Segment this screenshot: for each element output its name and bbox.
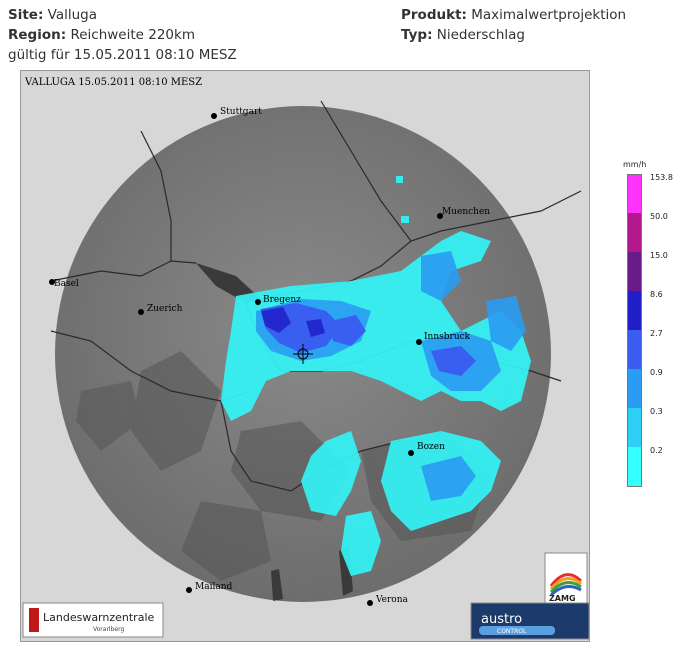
city-label-zuerich: Zuerich	[147, 304, 183, 314]
city-label-verona: Verona	[375, 595, 409, 605]
radar-map-svg: Stuttgart Muenchen Basel Bregenz Zuerich…	[21, 71, 589, 641]
radar-location-icon	[293, 344, 313, 364]
lwz-crest-icon	[29, 608, 39, 632]
city-labels: Stuttgart Muenchen Basel Bregenz Zuerich…	[54, 107, 490, 605]
legend-label: 0.3	[650, 407, 663, 416]
control-text: CONTROL	[497, 628, 527, 635]
legend-swatch	[627, 408, 642, 447]
legend-label: 15.0	[650, 251, 668, 260]
legend-label: 2.7	[650, 329, 663, 338]
city-dot-stuttgart	[211, 113, 217, 119]
city-dot-verona	[367, 600, 373, 606]
precipitation-darkblue	[261, 307, 325, 337]
austro-text: austro	[481, 612, 522, 627]
city-label-stuttgart: Stuttgart	[220, 107, 262, 117]
city-dot-bregenz	[255, 299, 261, 305]
site-label: Site:	[8, 7, 44, 23]
city-label-basel: Basel	[54, 279, 79, 289]
site-value: Valluga	[47, 7, 98, 23]
city-dot-basel	[49, 279, 55, 285]
radar-map: Stuttgart Muenchen Basel Bregenz Zuerich…	[20, 70, 590, 642]
city-label-innsbruck: Innsbruck	[424, 332, 471, 342]
region-value: Reichweite 220km	[70, 27, 195, 43]
zamg-text: ZAMG	[549, 594, 576, 603]
header-right: Produkt: Maximalwertprojektion Typ: Nied…	[401, 5, 626, 45]
city-dot-mailand	[186, 587, 192, 593]
city-dots	[49, 113, 443, 606]
city-label-bozen: Bozen	[417, 442, 445, 452]
city-dot-muenchen	[437, 213, 443, 219]
valid-time: gültig für 15.05.2011 08:10 MESZ	[8, 47, 237, 63]
city-label-bregenz: Bregenz	[263, 295, 301, 305]
legend-label: 153.8	[650, 173, 673, 182]
header-left: Site: Valluga Region: Reichweite 220km g…	[8, 5, 237, 65]
type-label: Typ:	[401, 27, 433, 43]
map-timestamp: VALLUGA 15.05.2011 08:10 MESZ	[24, 77, 202, 88]
legend-swatch	[627, 174, 642, 214]
legend-swatch	[627, 369, 642, 408]
legend-swatch	[627, 213, 642, 252]
lwz-sub: Vorarlberg	[93, 626, 124, 633]
austro-control-logo: austro CONTROL	[470, 602, 589, 640]
legend-swatch	[627, 447, 642, 487]
city-label-mailand: Mailand	[195, 582, 233, 592]
legend-swatch	[627, 252, 642, 291]
lwz-logo: Landeswarnzentrale Vorarlberg	[22, 602, 164, 638]
product-label: Produkt:	[401, 7, 467, 23]
city-dot-innsbruck	[416, 339, 422, 345]
zamg-logo: ZAMG	[544, 552, 588, 604]
precipitation-legend: mm/h 153.8 50.0 15.0 8.6 2.7 0.9 0.3 0.2	[620, 160, 690, 500]
type-value: Niederschlag	[436, 27, 525, 43]
city-label-muenchen: Muenchen	[442, 207, 490, 217]
legend-label: 50.0	[650, 212, 668, 221]
city-dot-bozen	[408, 450, 414, 456]
lwz-title: Landeswarnzentrale	[43, 611, 155, 624]
legend-label: 0.2	[650, 446, 663, 455]
legend-swatch	[627, 291, 642, 330]
legend-unit: mm/h	[623, 160, 647, 169]
legend-swatch	[627, 330, 642, 369]
legend-label: 8.6	[650, 290, 663, 299]
product-value: Maximalwertprojektion	[471, 7, 627, 23]
region-label: Region:	[8, 27, 67, 43]
city-dot-zuerich	[138, 309, 144, 315]
legend-label: 0.9	[650, 368, 663, 377]
